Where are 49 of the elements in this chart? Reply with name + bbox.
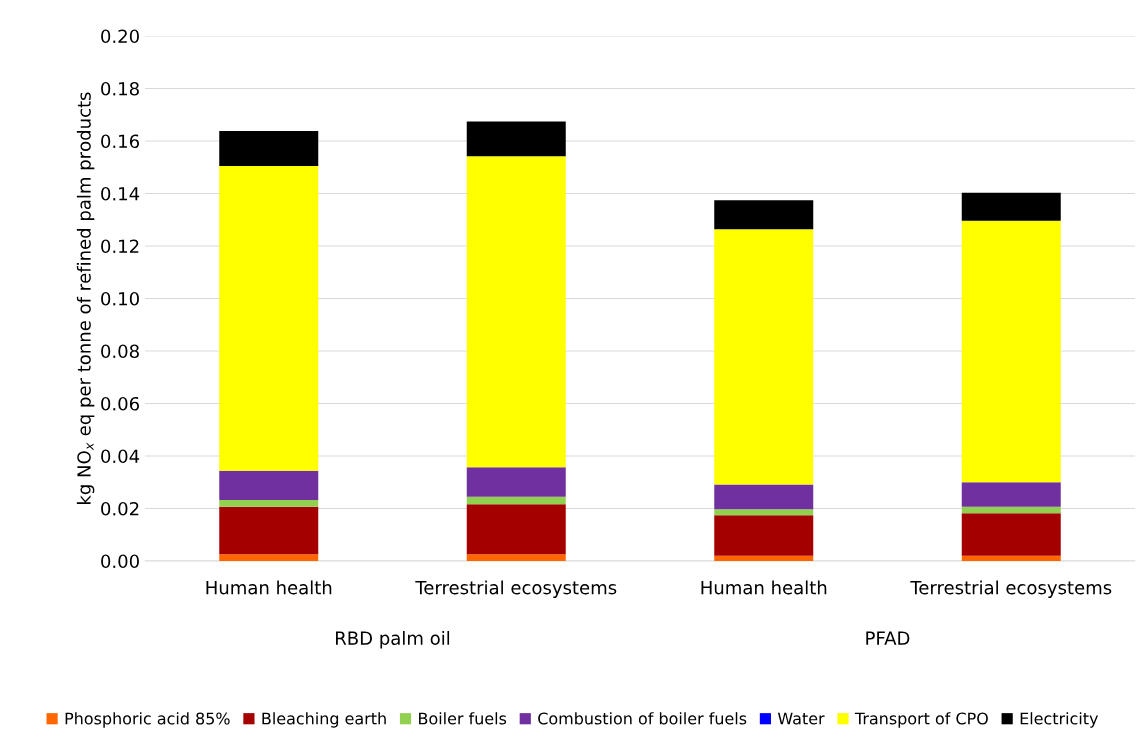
bar: [219, 554, 319, 561]
text: RBD palm oil: [336, 631, 450, 649]
bar: [714, 484, 814, 510]
y-tick-label: 0.08: [101, 344, 139, 359]
legend-label: Combustion of boiler fuels: [538, 712, 747, 725]
bar: [714, 515, 814, 556]
x-tick-label: Human health: [206, 580, 332, 595]
y-tick-label: 0.20: [101, 29, 139, 44]
bar: [961, 506, 1061, 514]
bar: [219, 506, 319, 555]
y-tick-label: 0.04: [101, 449, 140, 464]
y-tick-label: 0.06: [101, 396, 139, 411]
bar: [466, 554, 566, 561]
legend-label: Phosphoric acid 85%: [65, 712, 230, 728]
bar: [466, 496, 566, 505]
bar: [466, 467, 566, 497]
bar: [961, 482, 1061, 507]
bar: [714, 200, 814, 230]
y-tick-label: 0.10: [101, 291, 139, 306]
legend-label: Boiler fuels: [419, 712, 507, 725]
y-tick-label: 0.02: [101, 501, 139, 516]
bar: [961, 555, 1061, 561]
bar: [714, 229, 814, 485]
x-tick-label: Human health: [701, 580, 827, 595]
bar: [961, 192, 1061, 221]
y-tick-label: 0.18: [101, 81, 139, 96]
bar: [714, 555, 814, 561]
text: PFAD: [866, 631, 910, 645]
bar: [466, 504, 566, 555]
y-tick-label: 0.14: [101, 186, 140, 201]
y-tick-label: 0.00: [101, 554, 139, 569]
bar: [219, 470, 319, 501]
bar: [961, 513, 1061, 556]
legend-label: Transport of CPO: [854, 712, 988, 728]
bar: [466, 156, 566, 468]
legend-label: Bleaching earth: [262, 712, 386, 728]
bar: [466, 121, 566, 157]
y-tick-label: 0.16: [101, 134, 139, 149]
legend-label: Water: [777, 712, 825, 725]
x-tick-label: Terrestrial ecosystems: [910, 580, 1112, 598]
x-tick-label: Terrestrial ecosystems: [415, 580, 617, 598]
bar: [219, 165, 319, 471]
bar: [961, 220, 1061, 483]
bar: [219, 131, 319, 166]
y-tick-label: 0.12: [101, 239, 139, 254]
bar: [219, 500, 319, 507]
y-axis-title: kg NO$_{x}$ eq per tonne of refined palm products: [76, 92, 95, 504]
legend-label: Electricity: [1020, 712, 1099, 728]
bar: [714, 509, 814, 516]
